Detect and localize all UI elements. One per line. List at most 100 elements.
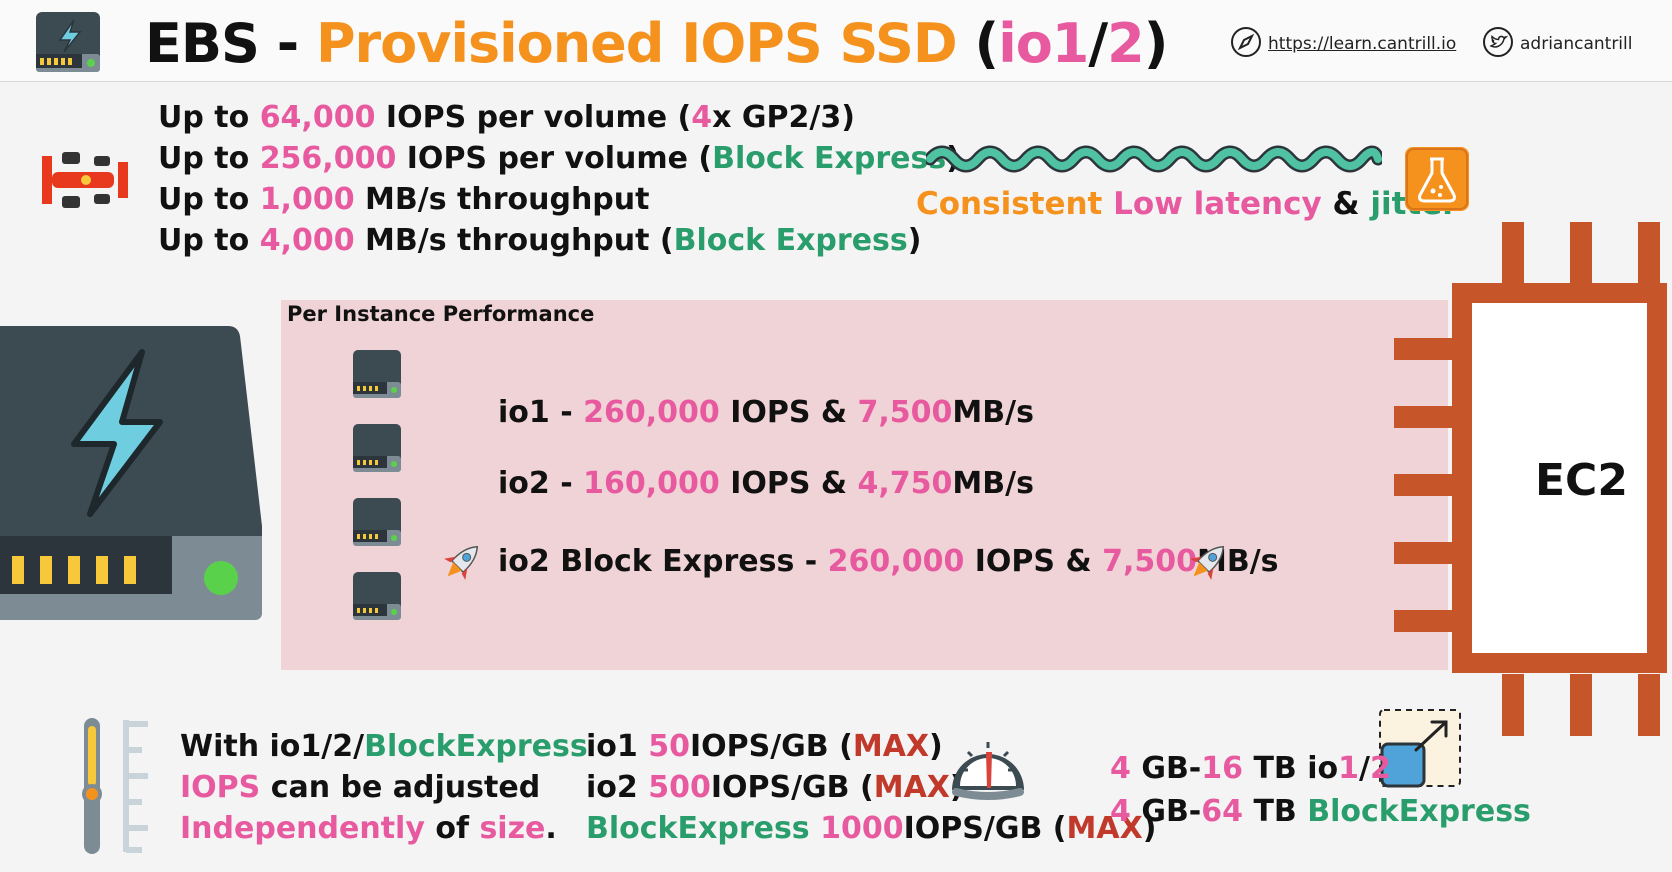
ratio-close: ) bbox=[929, 729, 943, 764]
feature-text: ) bbox=[907, 223, 922, 258]
performance-panel bbox=[281, 300, 1448, 670]
ratio-value: 1000 bbox=[820, 811, 904, 846]
ratio-io1: io1 50IOPS/GB (MAX) bbox=[586, 726, 943, 767]
ratio-unit: IOPS/GB ( bbox=[689, 729, 853, 764]
feature-text: MB/s throughput bbox=[354, 182, 650, 217]
perf-mid: IOPS & bbox=[719, 466, 858, 501]
size-slash: / bbox=[1359, 751, 1370, 786]
perf-row-io1: io1 - 260,000 IOPS & 7,500MB/s bbox=[498, 395, 1034, 430]
feature-value: 1,000 bbox=[259, 182, 355, 217]
perf-volume-name: io1 - bbox=[498, 395, 584, 430]
feature-text: IOPS per volume ( bbox=[375, 100, 692, 135]
disk-icon bbox=[353, 572, 401, 620]
perf-throughput: 7,500 bbox=[1102, 544, 1197, 579]
ec2-chip-body bbox=[1452, 283, 1667, 673]
perf-iops: 260,000 bbox=[583, 395, 720, 430]
feature-block-express: Block Express bbox=[712, 141, 947, 176]
adjust-size: size bbox=[479, 811, 546, 846]
title-io2: 2 bbox=[1107, 12, 1145, 75]
twitter-handle: adriancantrill bbox=[1520, 34, 1633, 54]
perf-throughput: 7,500 bbox=[857, 395, 953, 430]
header-bar bbox=[0, 0, 1672, 82]
ratio-name: io2 bbox=[586, 770, 649, 805]
feature-line-1: Up to 64,000 IOPS per volume (4x GP2/3) bbox=[158, 100, 855, 135]
title-open-paren: ( bbox=[956, 12, 1000, 75]
size-io1: 1 bbox=[1338, 751, 1360, 786]
slider-icon bbox=[82, 718, 148, 854]
latency-label: Consistent Low latency & jitter bbox=[916, 186, 1458, 222]
adjust-independently: Independently bbox=[180, 811, 425, 846]
perf-volume-name: io2 - bbox=[498, 466, 584, 501]
perf-iops: 160,000 bbox=[583, 466, 720, 501]
feature-value: 4,000 bbox=[259, 223, 355, 258]
adjust-line-2: IOPS can be adjusted bbox=[180, 767, 540, 808]
page-title: EBS - Provisioned IOPS SSD (io1/2) bbox=[145, 12, 1169, 75]
ratio-io2: io2 500IOPS/GB (MAX) bbox=[586, 767, 964, 808]
feature-value: 4 bbox=[691, 100, 713, 135]
adjust-text: of bbox=[424, 811, 480, 846]
perf-mid: IOPS & bbox=[964, 544, 1103, 579]
adjust-block-express: BlockExpress bbox=[364, 729, 588, 764]
feature-text: x GP2/3) bbox=[712, 100, 855, 135]
size-text: TB io bbox=[1243, 751, 1339, 786]
ratio-max: MAX bbox=[852, 729, 930, 764]
title-ebs: EBS bbox=[145, 12, 260, 75]
feature-line-4: Up to 4,000 MB/s throughput (Block Expre… bbox=[158, 223, 921, 258]
size-range-block-express: 4 GB-64 TB BlockExpress bbox=[1110, 791, 1531, 832]
feature-value: 256,000 bbox=[259, 141, 397, 176]
size-max: 16 bbox=[1201, 751, 1244, 786]
compass-icon bbox=[1231, 27, 1261, 57]
race-car-icon bbox=[42, 152, 128, 208]
title-name: Provisioned IOPS SSD bbox=[315, 12, 958, 75]
perf-iops: 260,000 bbox=[827, 544, 965, 579]
perf-row-io2-block-express: io2 Block Express - 260,000 IOPS & 7,500… bbox=[498, 544, 1279, 579]
size-min: 4 bbox=[1110, 794, 1131, 829]
ec2-label: EC2 bbox=[1535, 455, 1628, 506]
feature-text: Up to bbox=[158, 141, 260, 176]
twitter-icon bbox=[1483, 27, 1513, 57]
ebs-volume-icon bbox=[36, 12, 100, 72]
adjust-text: With io1/2/ bbox=[180, 729, 365, 764]
adjust-line-3: Independently of size. bbox=[180, 808, 557, 849]
feature-text: Up to bbox=[158, 223, 260, 258]
ratio-block-express: BlockExpress 1000IOPS/GB (MAX) bbox=[586, 808, 1156, 849]
adjust-line-1: With io1/2/BlockExpress bbox=[180, 726, 588, 767]
disk-icon bbox=[353, 350, 401, 398]
performance-title: Per Instance Performance bbox=[287, 302, 595, 326]
perf-row-io2: io2 - 160,000 IOPS & 4,750MB/s bbox=[498, 466, 1034, 501]
size-text: TB bbox=[1243, 794, 1308, 829]
ratio-name: io1 bbox=[586, 729, 649, 764]
latency-consistent: Consistent bbox=[916, 186, 1103, 222]
gauge-icon bbox=[952, 742, 1024, 800]
size-min: 4 bbox=[1110, 751, 1131, 786]
resize-icon bbox=[1379, 709, 1461, 788]
flask-icon bbox=[1405, 147, 1469, 211]
ratio-max: MAX bbox=[1066, 811, 1143, 846]
feature-text: IOPS per volume ( bbox=[396, 141, 713, 176]
title-slash: / bbox=[1088, 12, 1108, 75]
feature-text: Up to bbox=[158, 100, 260, 135]
ratio-close: ) bbox=[1142, 811, 1157, 846]
size-io2: 2 bbox=[1369, 751, 1391, 786]
perf-throughput: 4,750 bbox=[857, 466, 953, 501]
title-dash: - bbox=[258, 12, 316, 75]
size-range-io: 4 GB-16 TB io1/2 bbox=[1110, 748, 1391, 789]
title-close-paren: ) bbox=[1143, 12, 1169, 75]
disk-icon bbox=[353, 498, 401, 546]
latency-low: Low latency bbox=[1102, 186, 1322, 222]
size-block-express: BlockExpress bbox=[1307, 794, 1531, 829]
feature-line-3: Up to 1,000 MB/s throughput bbox=[158, 182, 649, 217]
adjust-text: . bbox=[545, 811, 557, 846]
rocket-icon bbox=[1190, 545, 1225, 580]
feature-text: MB/s throughput ( bbox=[354, 223, 674, 258]
ratio-unit: IOPS/GB ( bbox=[903, 811, 1067, 846]
ratio-name: BlockExpress bbox=[586, 811, 821, 846]
feature-value: 64,000 bbox=[259, 100, 376, 135]
size-max: 64 bbox=[1201, 794, 1244, 829]
perf-volume-name: io2 Block Express - bbox=[498, 544, 828, 579]
feature-text: Up to bbox=[158, 182, 260, 217]
ec2-chip-icon bbox=[1394, 222, 1660, 736]
feature-block-express: Block Express bbox=[673, 223, 908, 258]
learn-link[interactable]: https://learn.cantrill.io bbox=[1268, 34, 1457, 54]
latency-amp: & bbox=[1321, 186, 1371, 222]
